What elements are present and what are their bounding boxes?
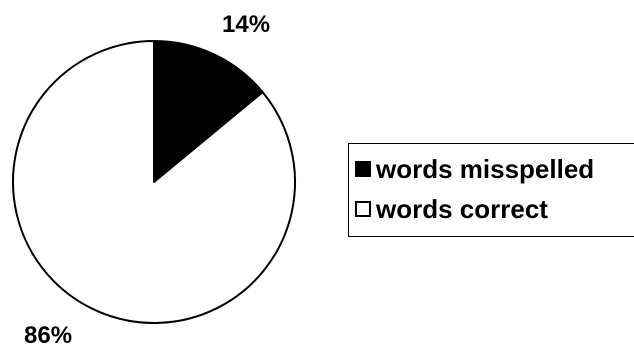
pie-slices bbox=[12, 40, 296, 324]
chart-legend: words misspelled words correct bbox=[348, 143, 634, 237]
data-label-words-correct: 86% bbox=[24, 322, 72, 349]
legend-item-words-correct: words correct bbox=[355, 194, 548, 224]
pie-slice-words-correct bbox=[12, 40, 296, 324]
legend-label-words-misspelled: words misspelled bbox=[376, 154, 595, 184]
legend-item-words-misspelled: words misspelled bbox=[355, 154, 594, 184]
legend-swatch-words-correct bbox=[355, 201, 371, 217]
data-label-words-misspelled: 14% bbox=[222, 11, 270, 38]
pie-slice-words-misspelled bbox=[153, 40, 264, 183]
legend-label-words-correct: words correct bbox=[376, 194, 548, 224]
legend-swatch-words-misspelled bbox=[355, 161, 371, 177]
